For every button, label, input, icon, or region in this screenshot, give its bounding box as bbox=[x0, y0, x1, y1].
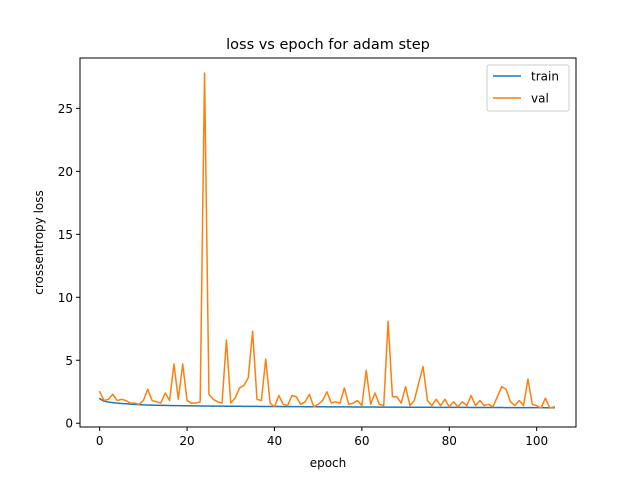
series-line-val bbox=[98, 72, 556, 409]
x-tick-label: 40 bbox=[267, 434, 282, 448]
y-tick-label: 15 bbox=[58, 228, 73, 242]
y-axis-title: crossentropy loss bbox=[32, 190, 46, 295]
y-tick-label: 10 bbox=[58, 291, 73, 305]
y-tick-label: 20 bbox=[58, 165, 73, 179]
x-axis-ticks: 0 20 40 60 80 100 bbox=[96, 427, 548, 448]
series-line-train bbox=[98, 397, 555, 409]
y-tick-label: 25 bbox=[58, 102, 73, 116]
legend-items: train val bbox=[493, 70, 559, 106]
x-tick-label: 20 bbox=[179, 434, 194, 448]
x-tick-label: 80 bbox=[442, 434, 457, 448]
y-axis-ticks: 0 5 10 15 20 25 bbox=[58, 102, 80, 431]
x-tick-label: 0 bbox=[96, 434, 104, 448]
y-tick-label: 0 bbox=[65, 417, 73, 431]
x-tick-label: 60 bbox=[354, 434, 369, 448]
legend-label-val: val bbox=[531, 92, 549, 106]
chart-title: loss vs epoch for adam step bbox=[226, 37, 430, 53]
axes-frame bbox=[79, 57, 577, 428]
plot-area bbox=[98, 72, 556, 409]
x-axis-title: epoch bbox=[310, 456, 347, 470]
legend: train val bbox=[486, 64, 570, 112]
legend-label-train: train bbox=[531, 70, 559, 84]
x-tick-label: 100 bbox=[525, 434, 548, 448]
y-tick-label: 5 bbox=[65, 354, 73, 368]
